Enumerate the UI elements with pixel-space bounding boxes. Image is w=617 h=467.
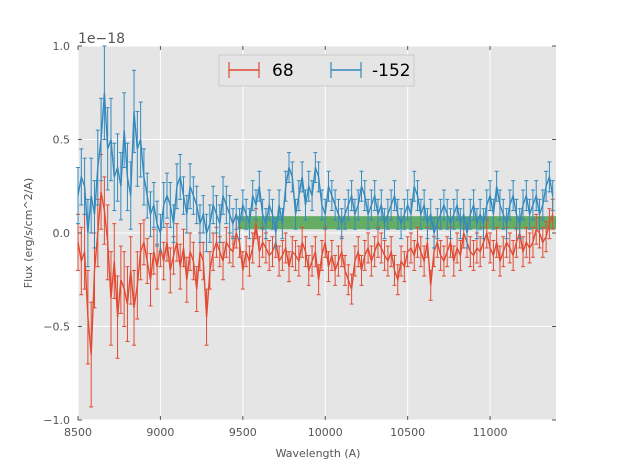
legend-marker-68	[228, 62, 260, 78]
series-layer	[76, 45, 555, 408]
y-axis-label: Flux (erg/s/cm^2/A)	[22, 178, 35, 288]
y-tick-label: 0.5	[53, 134, 71, 147]
x-tick-label: 10000	[308, 426, 343, 439]
legend-entry-minus-152: -152	[330, 61, 411, 81]
y-offset-label: 1e−18	[78, 31, 125, 47]
x-tick-label: 11000	[473, 426, 508, 439]
x-tick-label: 10500	[390, 426, 425, 439]
y-tick-label: 1.0	[53, 40, 71, 53]
axis-ticks: 8500 9000 9500 10000 10500 11000 −1.0 −0.5 0.0 0.…	[43, 40, 556, 439]
x-tick-label: 9500	[229, 426, 257, 439]
legend-label-minus-152: -152	[372, 61, 411, 81]
legend-label-68: 68	[272, 61, 294, 81]
y-tick-label: −0.5	[43, 321, 70, 334]
legend-entry-68: 68	[228, 61, 294, 81]
legend-frame	[218, 54, 415, 87]
y-tick-label: −1.0	[43, 414, 70, 427]
series-minus-152	[76, 45, 555, 268]
x-tick-label: 9000	[146, 426, 174, 439]
y-tick-label: 0.0	[53, 227, 71, 240]
legend-marker-minus-152	[330, 62, 362, 78]
x-tick-label: 8500	[64, 426, 92, 439]
x-axis-label: Wavelength (A)	[276, 447, 361, 460]
legend: 68 -152	[218, 54, 415, 87]
